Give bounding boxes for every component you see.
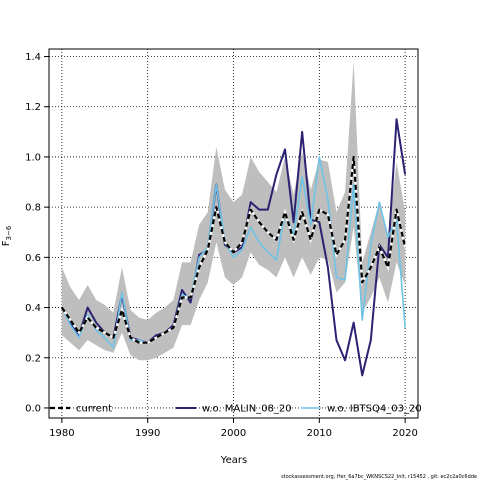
y-tick-label: 0.8 — [25, 203, 41, 214]
y-tick-label: 0.6 — [25, 253, 41, 264]
x-tick-label: 1990 — [135, 428, 160, 439]
axes: 1980 1990 2000 2010 2020 0.0 0.2 0.4 0.6 0.8 1.0 1.… — [25, 48, 419, 439]
y-tick-label: 1.0 — [25, 152, 41, 163]
y-tick-label: 0.0 — [25, 403, 41, 414]
x-tick-label: 2000 — [221, 428, 246, 439]
y-axis-title-sub: 3−6 — [5, 225, 13, 240]
svg-text:F3−6: F3−6 — [1, 225, 13, 246]
confidence-band-area — [61, 61, 406, 361]
legend-label: w.o. IBTSQ4_03_20 — [327, 404, 422, 415]
y-tick-label: 1.2 — [25, 102, 41, 113]
legend: current w.o. MALIN_08_20 w.o. IBTSQ4_03_20 — [50, 404, 422, 415]
series-line-ibtsq4 — [61, 156, 406, 349]
x-tick-label: 1980 — [49, 428, 74, 439]
legend-label: current — [76, 404, 112, 415]
y-tick-label: 1.4 — [25, 52, 41, 63]
x-tick-label: 2020 — [392, 428, 417, 439]
y-tick-label: 0.4 — [25, 303, 41, 314]
x-axis-title: Years — [220, 455, 247, 466]
y-axis-title-main: F — [1, 240, 12, 246]
footer-text: stockassessment.org, Her_6a7bc_WKNSCS22_… — [281, 474, 477, 480]
x-tick-label: 2010 — [307, 428, 332, 439]
legend-label: w.o. MALIN_08_20 — [202, 404, 292, 415]
series-line-current — [60, 155, 407, 344]
confidence-band — [61, 61, 406, 361]
y-axis-title: F3−6 — [1, 225, 13, 246]
series-layer — [60, 118, 407, 377]
y-tick-label: 0.2 — [25, 353, 41, 364]
